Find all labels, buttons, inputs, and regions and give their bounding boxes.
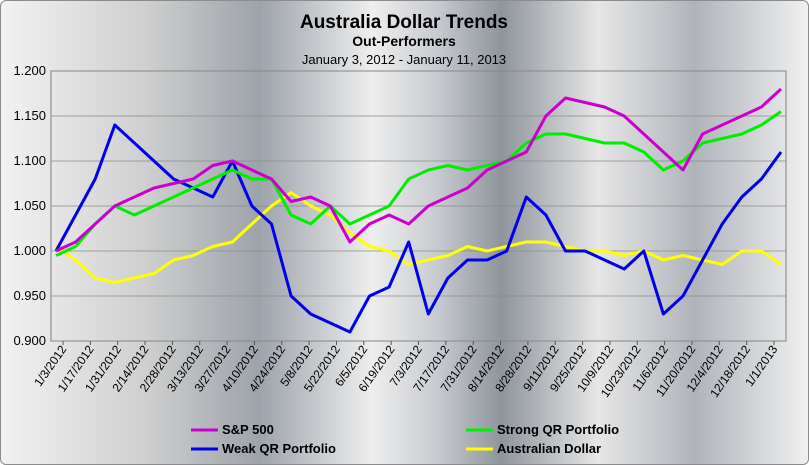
series-line-0 — [55, 87, 783, 253]
chart-title: Australia Dollar Trends — [300, 12, 508, 33]
y-tick-label: 1.100 — [13, 153, 46, 168]
y-tick-label: 0.950 — [13, 288, 46, 303]
legend-label: Australian Dollar — [497, 441, 601, 456]
y-tick-label: 0.900 — [13, 333, 46, 348]
y-tick-label: 1.050 — [13, 198, 46, 213]
legend-label: Weak QR Portfolio — [222, 441, 336, 456]
y-tick-label: 1.000 — [13, 243, 46, 258]
series-line-1 — [55, 110, 782, 257]
grid-layer — [50, 70, 787, 342]
y-axis-ticks: 0.900 0.950 1.000 1.050 1.100 1.150 1.200 — [13, 63, 46, 348]
chart-subtitle: Out-Performers — [352, 33, 456, 49]
series-line-2 — [54, 123, 783, 334]
y-tick-label: 1.200 — [13, 63, 46, 78]
legend: S&P 500 Strong QR Portfolio Weak QR Portfo… — [191, 422, 619, 456]
series-line-3 — [55, 191, 782, 284]
y-tick-label: 1.150 — [13, 108, 46, 123]
chart-date-range: January 3, 2012 - January 11, 2013 — [302, 52, 506, 67]
legend-label: S&P 500 — [222, 422, 274, 437]
legend-label: Strong QR Portfolio — [497, 422, 619, 437]
x-axis-ticks: 1/3/20121/17/20121/31/20122/14/20122/28/… — [31, 341, 781, 400]
series-layer — [54, 87, 783, 334]
